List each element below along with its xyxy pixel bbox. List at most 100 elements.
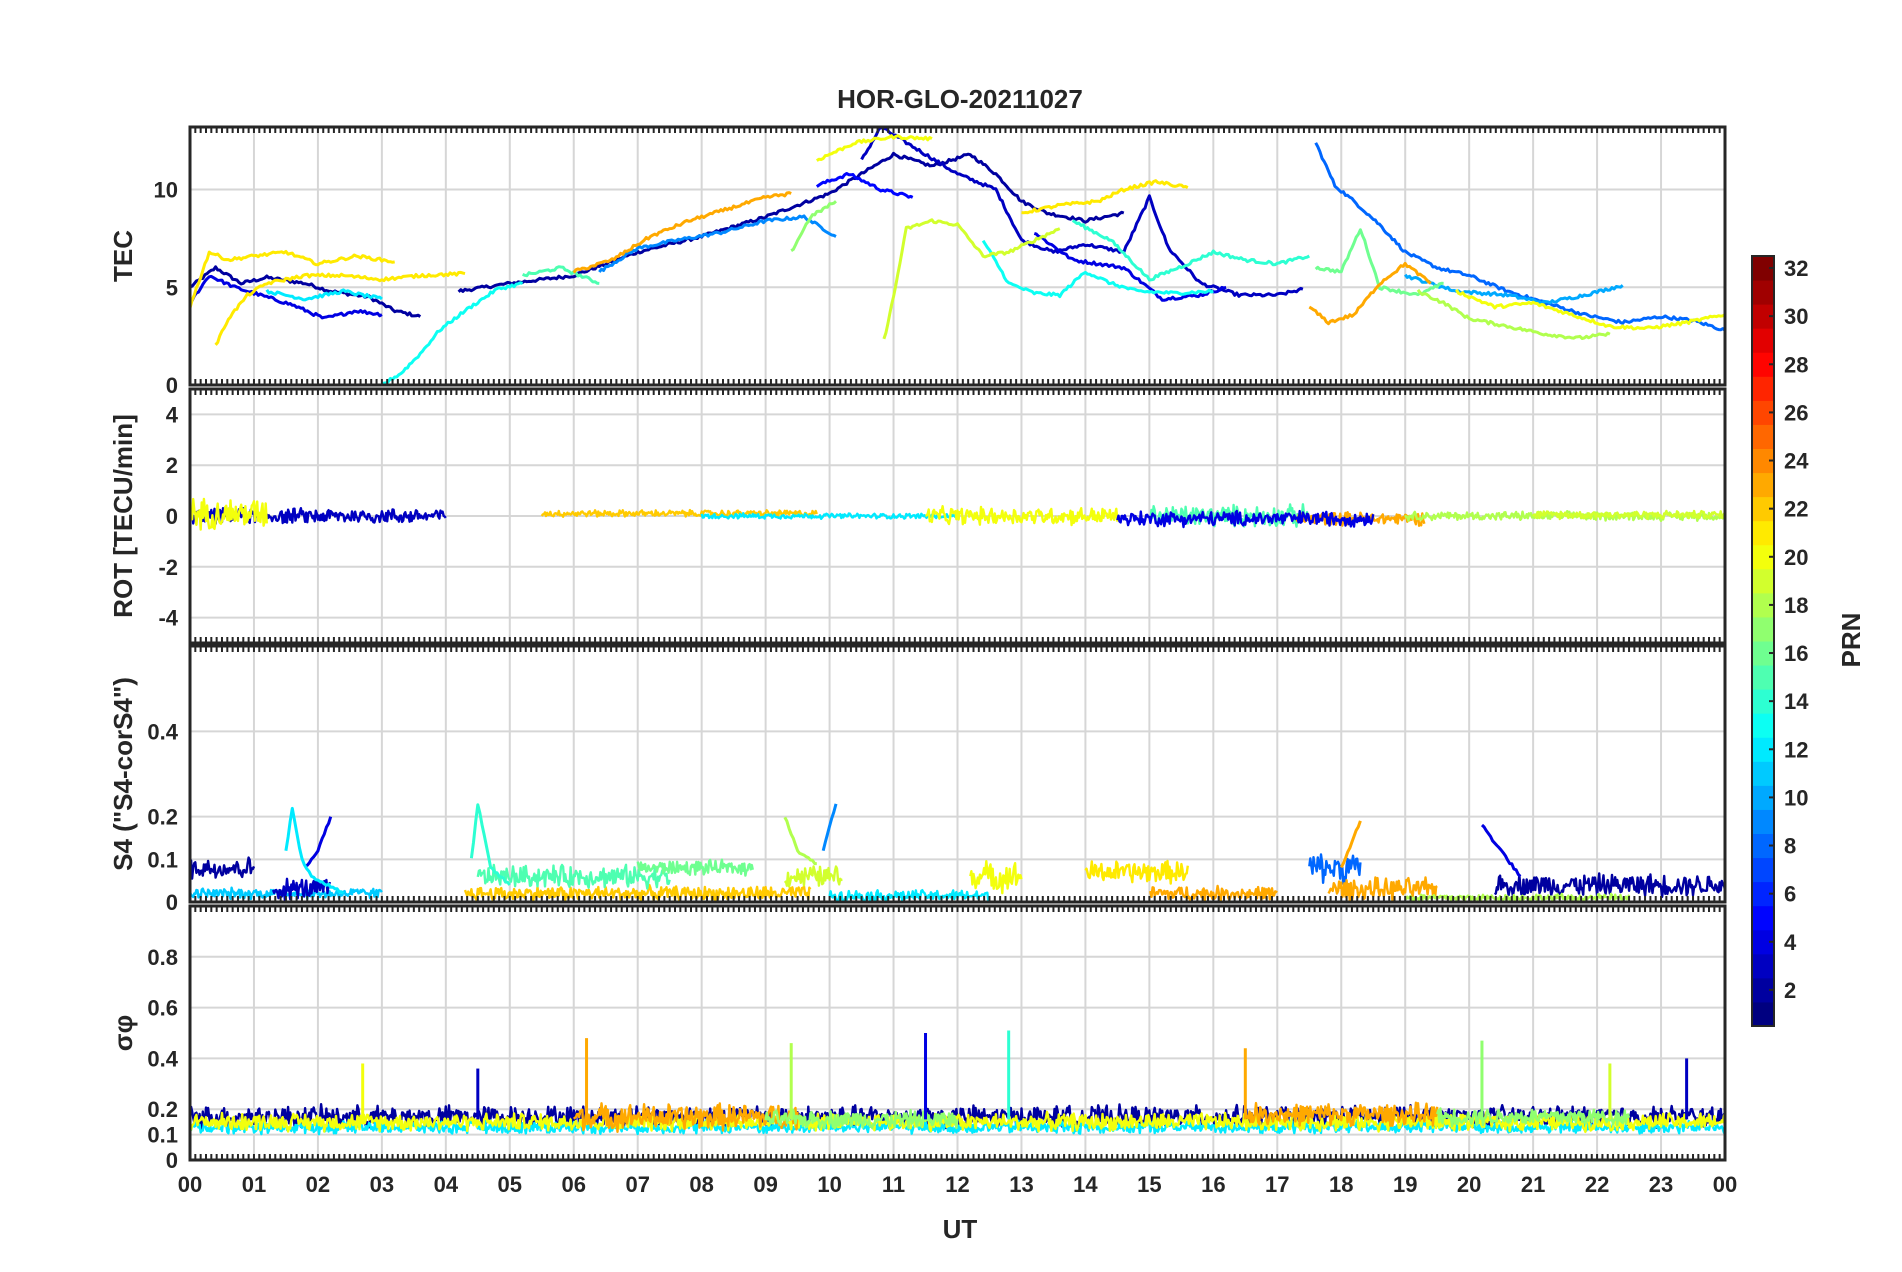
x-axis-label: UT: [943, 1214, 978, 1244]
colorbar-step: [1752, 761, 1774, 786]
series-prn-9: [821, 803, 838, 852]
colorbar-step: [1752, 520, 1774, 546]
series-prn-19: [783, 865, 843, 888]
y-tick-label: 0.2: [147, 1097, 178, 1122]
colorbar-tick-label: 14: [1784, 689, 1809, 714]
series-prn-3: [860, 127, 1304, 298]
colorbar-frame: [1751, 255, 1775, 1027]
x-tick-label: 04: [434, 1172, 459, 1197]
colorbar-tick-label: 20: [1784, 545, 1808, 570]
y-tick-label: 5: [166, 275, 178, 300]
colorbar-tick-label: 16: [1784, 641, 1808, 666]
series-prn-13: [381, 281, 524, 385]
series-prn-22: [463, 883, 812, 902]
series-prn-18: [783, 816, 817, 866]
colorbar-step: [1752, 857, 1774, 883]
series-prn-8: [1308, 853, 1362, 885]
series-prn-23: [1149, 884, 1278, 902]
series-prn-20: [190, 1110, 1725, 1134]
colorbar-tick-label: 22: [1784, 497, 1808, 522]
panel-plot-area: [190, 1030, 1725, 1136]
x-tick-label: 17: [1265, 1172, 1289, 1197]
colorbar-tick-label: 28: [1784, 352, 1808, 377]
y-tick-label: 10: [154, 178, 178, 203]
colorbar-tick-label: 4: [1784, 930, 1797, 955]
y-tick-label: 0.4: [147, 1046, 178, 1071]
colorbar-step: [1752, 424, 1774, 449]
colorbar-step: [1752, 568, 1774, 594]
series-prn-21: [1021, 179, 1189, 215]
y-tick-label: 0.6: [147, 996, 178, 1021]
x-tick-label: 00: [1713, 1172, 1737, 1197]
y-tick-label: 0: [166, 504, 178, 529]
colorbar-tick-label: 30: [1784, 304, 1808, 329]
colorbar-tick-label: 8: [1784, 834, 1796, 859]
y-tick-label: 0.1: [147, 1123, 178, 1148]
series-prn-19: [1532, 509, 1725, 521]
colorbar-step: [1752, 953, 1774, 979]
series-prn-23: [1244, 1101, 1439, 1128]
colorbar-tick-label: 10: [1784, 785, 1808, 810]
panel-3: 0 0.1 0.2 0.4 S4 ("S4-corS4"): [108, 644, 1727, 915]
series-prn-14: [1071, 219, 1311, 282]
x-tick-label: 16: [1201, 1172, 1225, 1197]
colorbar-tick-label: 12: [1784, 737, 1808, 762]
series-prn-19: [882, 218, 1061, 340]
series-prn-4: [190, 274, 383, 320]
y-tick-label: 2: [166, 453, 178, 478]
x-tick-label: 03: [370, 1172, 394, 1197]
y-tick-label: -2: [158, 555, 178, 580]
x-tick-label: 23: [1649, 1172, 1673, 1197]
series-prn-21: [1084, 859, 1189, 885]
colorbar-step: [1752, 448, 1774, 474]
colorbar-step: [1752, 592, 1774, 618]
series-prn-15: [522, 265, 600, 285]
y-tick-label: 4: [166, 402, 179, 427]
x-tick-label: 21: [1521, 1172, 1545, 1197]
series-prn-14: [469, 803, 511, 886]
colorbar-tick-label: 6: [1784, 882, 1796, 907]
x-axis: 00 01 02 03 04 05 06 07 08 09 10 11 12 13 14 15 16 17 18 19…: [178, 1172, 1737, 1197]
x-tick-label: 12: [945, 1172, 969, 1197]
colorbar-step: [1752, 400, 1774, 425]
colorbar-step: [1752, 881, 1774, 907]
chart-title: HOR-GLO-20211027: [837, 84, 1083, 114]
panel-4: 00.10.2 0.4 0.6 0.8 σφ: [108, 904, 1727, 1173]
colorbar-step: [1752, 280, 1774, 305]
series-prn-12: [284, 806, 345, 895]
colorbar-step: [1752, 689, 1774, 714]
y-tick-label: 0: [166, 373, 178, 398]
colorbar-step: [1752, 1001, 1774, 1027]
series-prn-2: [190, 265, 422, 318]
series-prn-10: [1404, 273, 1624, 305]
colorbar-step: [1752, 256, 1774, 281]
series-prn-18: [1416, 288, 1611, 340]
x-tick-label: 08: [689, 1172, 713, 1197]
series-prn-23: [1327, 876, 1438, 902]
colorbar-step: [1752, 496, 1774, 522]
x-tick-label: 15: [1137, 1172, 1161, 1197]
series-prn-15: [476, 863, 671, 890]
colorbar-step: [1752, 616, 1774, 642]
series-prn-23: [572, 191, 792, 274]
colorbar-step: [1752, 905, 1774, 931]
series-prn-13: [981, 239, 1214, 299]
x-tick-label: 19: [1393, 1172, 1417, 1197]
x-tick-label: 06: [562, 1172, 586, 1197]
colorbar-step: [1752, 544, 1774, 570]
x-tick-label: 01: [242, 1172, 266, 1197]
series-prn-2: [457, 151, 1125, 293]
colorbar-tick-label: 24: [1784, 449, 1809, 474]
x-tick-label: 07: [625, 1172, 649, 1197]
series-prn-4: [1116, 509, 1375, 529]
x-tick-label: 11: [882, 1172, 905, 1197]
series-prn-23: [1308, 261, 1432, 326]
x-tick-label: 05: [498, 1172, 522, 1197]
x-tick-label: 09: [753, 1172, 777, 1197]
series-prn-4: [1480, 823, 1522, 878]
colorbar-step: [1752, 472, 1774, 498]
series-prn-23: [1339, 820, 1362, 869]
x-tick-label: 18: [1329, 1172, 1353, 1197]
series-prn-16: [636, 858, 754, 877]
